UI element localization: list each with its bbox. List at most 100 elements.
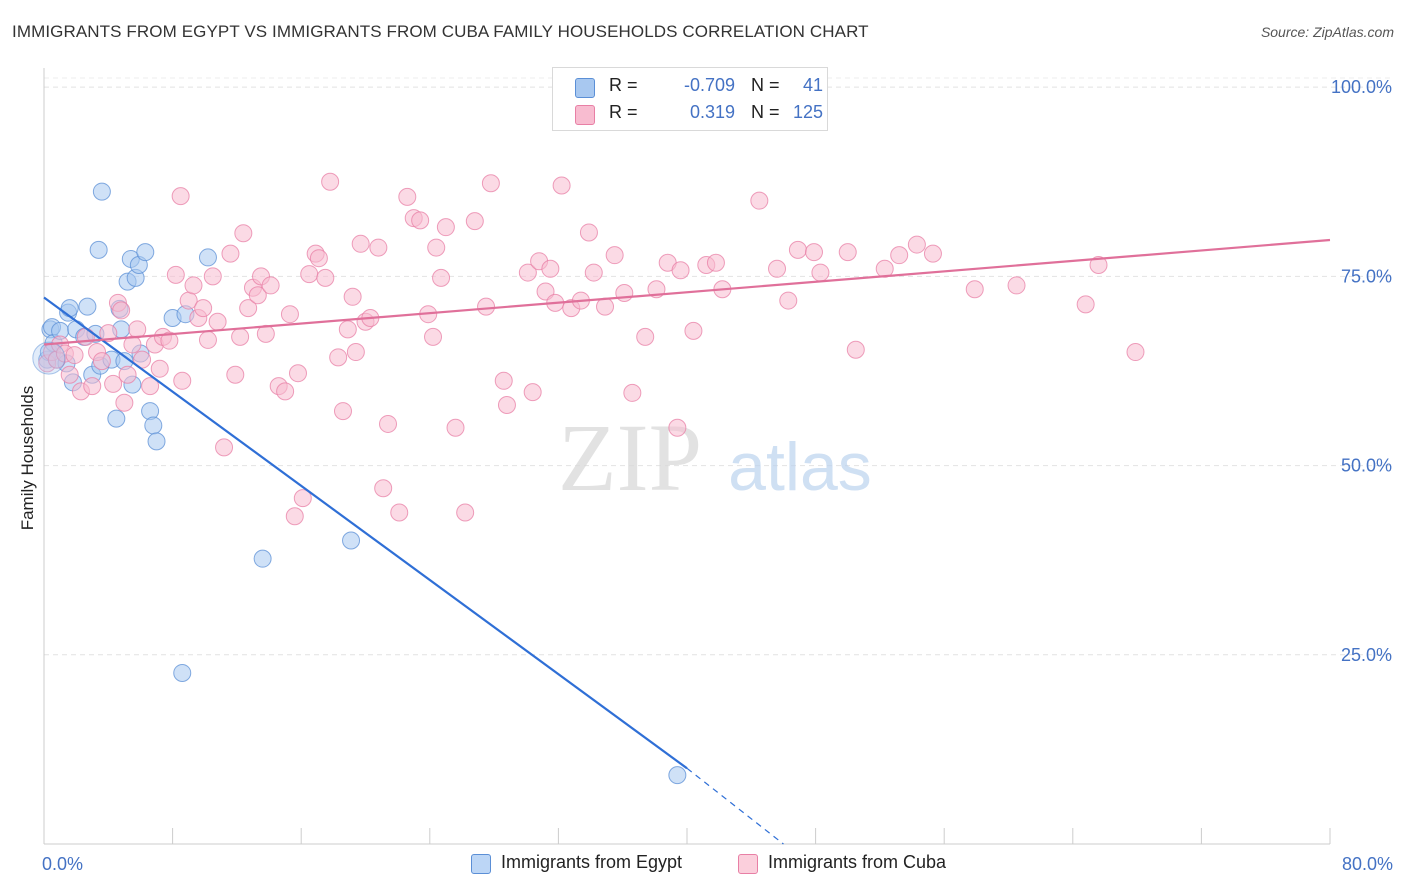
legend-n-label: N = — [751, 102, 780, 122]
y-tick-label: 50.0% — [1341, 456, 1392, 476]
cuba-point — [432, 268, 451, 287]
cuba-point — [436, 218, 455, 237]
cuba-point — [768, 259, 787, 278]
cuba-point — [351, 234, 370, 253]
cuba-point — [128, 320, 147, 339]
cuba-point — [280, 305, 299, 324]
cuba-point — [293, 489, 312, 508]
cuba-point — [846, 340, 865, 359]
cuba-point — [541, 259, 560, 278]
cuba-point — [160, 331, 179, 350]
cuba-point — [346, 343, 365, 362]
cuba-point — [115, 393, 134, 412]
chart-title: IMMIGRANTS FROM EGYPT VS IMMIGRANTS FROM… — [12, 22, 869, 41]
cuba-point — [316, 268, 335, 287]
egypt-cluster-point — [32, 341, 66, 375]
egypt-point — [147, 432, 166, 451]
egypt-trend-extension — [686, 767, 784, 845]
stats-legend: R = -0.709 N = 41 R = 0.319 N = 125 — [552, 67, 828, 131]
egypt-point — [198, 248, 217, 267]
legend-swatch-cuba — [575, 105, 595, 125]
data-points — [32, 172, 1145, 785]
cuba-point — [226, 365, 245, 384]
cuba-point — [374, 479, 393, 498]
legend-n-value: 125 — [792, 102, 823, 122]
cuba-point — [494, 371, 513, 390]
egypt-point — [253, 549, 272, 568]
cuba-point — [83, 377, 102, 396]
cuba-point — [173, 371, 192, 390]
cuba-point — [779, 291, 798, 310]
cuba-point — [706, 253, 725, 272]
y-axis-title: Family Households — [18, 386, 37, 531]
cuba-point — [309, 249, 328, 268]
cuba-point — [424, 327, 443, 346]
cuba-point — [239, 299, 258, 318]
cuba-point — [321, 172, 340, 191]
cuba-point — [343, 287, 362, 306]
cuba-point — [584, 263, 603, 282]
cuba-point — [231, 327, 250, 346]
cuba-point — [171, 187, 190, 206]
cuba-point — [92, 352, 111, 371]
cuba-point — [300, 265, 319, 284]
cuba-point — [481, 174, 500, 193]
cuba-point — [1076, 295, 1095, 314]
grid-lines — [44, 77, 1394, 656]
cuba-point — [804, 243, 823, 262]
cuba-point — [288, 364, 307, 383]
cuba-point — [60, 365, 79, 384]
cuba-point — [65, 346, 84, 365]
cuba-point — [118, 365, 137, 384]
trend-lines — [43, 238, 1331, 845]
cuba-point — [248, 286, 267, 305]
cuba-point — [446, 418, 465, 437]
egypt-trend-line — [43, 296, 688, 770]
egypt-point — [173, 663, 192, 682]
legend-r-value: 0.319 — [689, 102, 735, 122]
egypt-point — [92, 182, 111, 201]
cuba-point — [596, 297, 615, 316]
legend-r-label: R = — [609, 102, 638, 122]
cuba-point — [398, 187, 417, 206]
cuba-point — [369, 238, 388, 257]
egypt-point — [60, 299, 79, 318]
cuba-point — [552, 176, 571, 195]
egypt-point — [89, 240, 108, 259]
cuba-point — [338, 320, 357, 339]
egypt-point — [668, 766, 687, 785]
cuba-point — [99, 324, 118, 343]
legend-n-value: 41 — [802, 75, 823, 95]
cuba-point — [750, 191, 769, 210]
series-legend: Immigrants from Egypt Immigrants from Cu… — [0, 852, 1406, 878]
cuba-point — [221, 244, 240, 263]
legend-n-label: N = — [751, 75, 780, 95]
y-tick-label: 100.0% — [1331, 77, 1392, 97]
egypt-point — [107, 409, 126, 428]
cuba-point — [1126, 343, 1145, 362]
legend-swatch-egypt — [471, 854, 491, 874]
cuba-point — [465, 212, 484, 231]
x-tick-label: 80.0% — [1342, 854, 1393, 874]
legend-label-egypt: Immigrants from Egypt — [501, 852, 683, 872]
cuba-point — [684, 321, 703, 340]
egypt-point — [136, 243, 155, 262]
cuba-point — [184, 276, 203, 295]
axes — [43, 68, 1331, 845]
cuba-point — [907, 235, 926, 254]
y-tick-label: 75.0% — [1341, 266, 1392, 286]
source-label: Source: ZipAtlas.com — [1260, 24, 1394, 40]
cuba-trend-line — [43, 238, 1331, 346]
egypt-point — [144, 416, 163, 435]
cuba-point — [965, 280, 984, 299]
cuba-point — [497, 396, 516, 415]
legend-swatch-cuba — [738, 854, 758, 874]
cuba-point — [285, 507, 304, 526]
cuba-point — [215, 438, 234, 457]
cuba-point — [104, 374, 123, 393]
cuba-point — [811, 263, 830, 282]
egypt-point — [342, 531, 361, 550]
cuba-point — [390, 503, 409, 522]
cuba-point — [166, 265, 185, 284]
